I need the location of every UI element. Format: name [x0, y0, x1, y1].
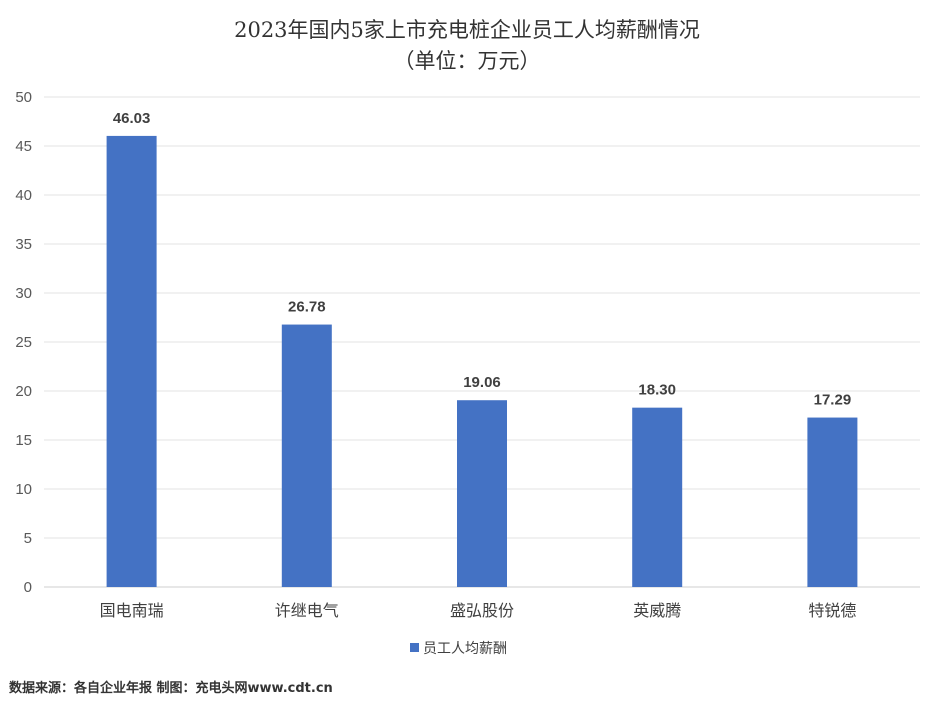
y-tick-label: 40 — [15, 187, 32, 204]
bar — [106, 135, 157, 587]
y-tick-label: 30 — [15, 285, 32, 302]
y-tick-label: 20 — [15, 383, 32, 400]
y-tick-label: 10 — [15, 481, 32, 498]
x-tick-label: 许继电气 — [275, 601, 339, 620]
y-tick-label: 35 — [15, 236, 32, 253]
legend-swatch — [410, 643, 419, 652]
y-axis-ticks: 0 5 10 15 20 25 30 35 40 45 50 — [15, 89, 32, 596]
bar — [807, 417, 858, 587]
source-note: 数据来源：各自企业年报 制图：充电头网www.cdt.cn — [9, 680, 333, 696]
x-tick-label: 特锐德 — [808, 601, 856, 620]
y-tick-label: 5 — [24, 530, 32, 547]
bar — [281, 324, 332, 587]
chart-subtitle: （单位：万元） — [394, 49, 541, 73]
data-label: 19.06 — [463, 374, 501, 391]
legend-label: 员工人均薪酬 — [423, 641, 507, 657]
chart-title: 2023年国内5家上市充电桩企业员工人均薪酬情况 — [234, 18, 700, 42]
y-tick-label: 15 — [15, 432, 32, 449]
y-tick-label: 0 — [24, 579, 32, 596]
y-tick-label: 50 — [15, 89, 32, 106]
x-tick-label: 盛弘股份 — [450, 601, 514, 620]
data-label: 17.29 — [814, 392, 852, 409]
data-labels: 46.03 26.78 19.06 18.30 17.29 — [113, 110, 851, 409]
data-label: 26.78 — [288, 299, 326, 316]
gridlines — [44, 96, 920, 588]
legend: 员工人均薪酬 — [410, 641, 507, 657]
bars — [106, 135, 858, 587]
bar — [632, 407, 683, 587]
bar — [457, 400, 507, 587]
data-label: 46.03 — [113, 110, 151, 127]
x-axis-labels: 国电南瑞 许继电气 盛弘股份 英威腾 特锐德 — [100, 601, 857, 620]
y-tick-label: 25 — [15, 334, 32, 351]
x-tick-label: 国电南瑞 — [100, 601, 164, 620]
x-tick-label: 英威腾 — [633, 601, 681, 620]
data-label: 18.30 — [638, 382, 676, 399]
y-tick-label: 45 — [15, 138, 32, 155]
